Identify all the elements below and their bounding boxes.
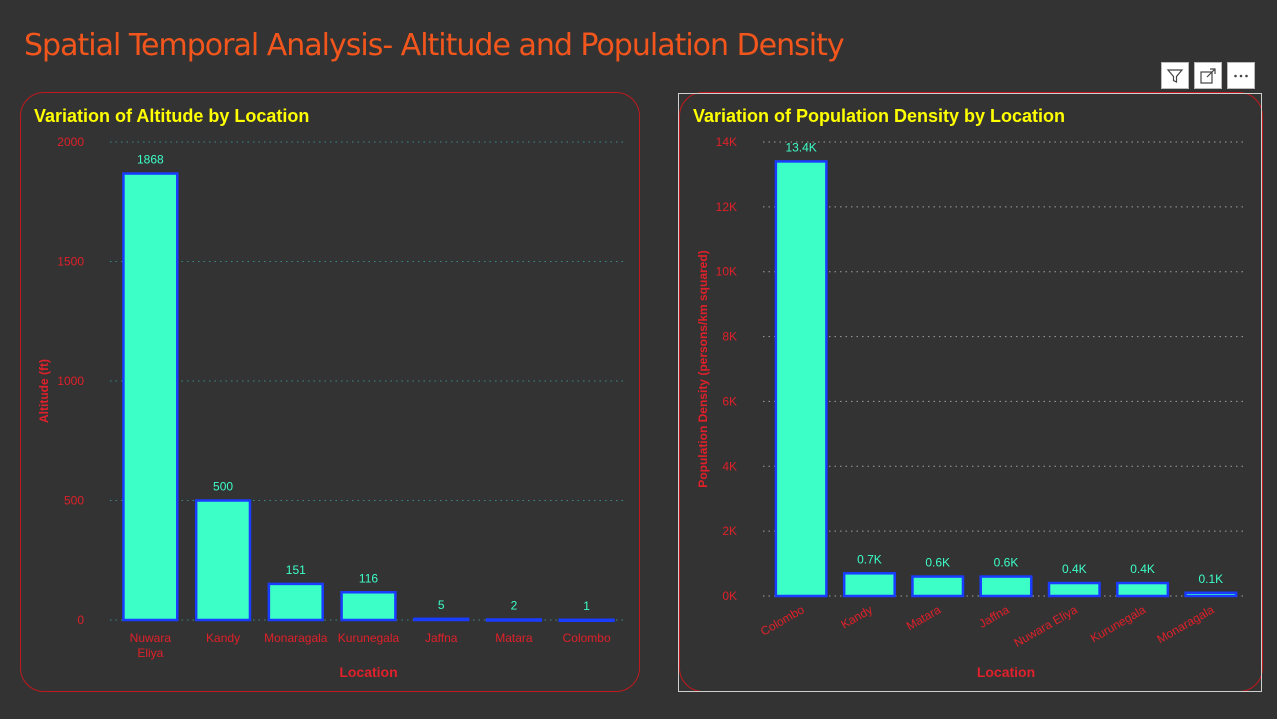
bar (485, 618, 543, 622)
data-label: 0.6K (925, 556, 950, 570)
y-axis-title: Altitude (ft) (37, 359, 51, 423)
altitude-chart-title: Variation of Altitude by Location (34, 106, 310, 126)
y-tick-label: 4K (722, 459, 737, 473)
x-tick-label: Matara (904, 602, 944, 633)
bar (267, 582, 324, 622)
x-tick-label: Colombo (758, 602, 807, 638)
data-label: 2 (511, 599, 518, 613)
y-tick-label: 10K (716, 265, 737, 279)
y-tick-label: 6K (722, 394, 737, 408)
filter-button[interactable] (1161, 62, 1189, 89)
more-options-icon (1234, 74, 1248, 77)
more-options-button[interactable] (1227, 62, 1255, 89)
data-label: 5 (438, 598, 445, 612)
altitude-bar-chart: 0 500 1000 1500 2000 1868 Nuwara Eliya 500 Kandy 1… (37, 135, 623, 680)
y-tick-label: 12K (716, 200, 737, 214)
y-tick-label: 1000 (57, 374, 84, 388)
data-label: 0.4K (1130, 562, 1155, 576)
data-label: 151 (286, 563, 306, 577)
y-tick-label: 0 (77, 613, 84, 627)
population-density-bar-chart: 0K 2K 4K 6K 8K 10K 12K 14K 13.4K Colombo 0.7K Kandy… (696, 135, 1245, 680)
data-label: 0.4K (1062, 562, 1087, 576)
bar (1184, 591, 1238, 598)
data-label: 0.1K (1199, 572, 1224, 586)
y-axis-title: Population Density (persons/km squared) (696, 250, 710, 487)
bar (911, 575, 965, 598)
visual-header-toolbar (1161, 62, 1255, 89)
bar (558, 618, 615, 623)
bar (842, 572, 896, 598)
x-tick-label: Monaragala (264, 631, 328, 645)
filter-icon (1166, 68, 1184, 83)
bar (413, 617, 470, 622)
bar (1047, 581, 1101, 598)
x-tick-label: Nuwara Eliya (130, 631, 172, 660)
y-tick-label: 14K (716, 135, 737, 149)
population-density-chart-card[interactable]: Variation of Population Density by Locat… (679, 92, 1263, 692)
x-axis-title: Location (339, 664, 397, 680)
data-label: 500 (213, 480, 233, 494)
x-tick-label: Kurunegala (338, 631, 400, 645)
page-title: Spatial Temporal Analysis- Altitude and … (24, 28, 845, 63)
altitude-chart-card[interactable]: Variation of Altitude by Location 0 500 10… (20, 92, 640, 692)
data-label: 1 (583, 599, 590, 613)
y-tick-label: 2K (722, 524, 737, 538)
x-tick-label: Monaragala (1154, 602, 1216, 646)
data-label: 13.4K (785, 140, 816, 154)
x-tick-label: Colombo (563, 631, 611, 645)
data-label: 116 (359, 571, 378, 585)
population-density-chart-title: Variation of Population Density by Locat… (693, 106, 1066, 126)
x-tick-label: Nuwara Eliya (1012, 602, 1081, 650)
data-label: 0.7K (857, 552, 882, 566)
data-label: 0.6K (994, 556, 1019, 570)
x-tick-label: Kandy (206, 631, 240, 645)
bar (979, 575, 1033, 598)
x-axis-title: Location (977, 664, 1035, 680)
focus-mode-button[interactable] (1194, 62, 1222, 89)
y-tick-label: 8K (722, 330, 737, 344)
bar (340, 591, 397, 622)
x-tick-label: Kandy (838, 602, 874, 631)
focus-mode-icon (1200, 67, 1216, 84)
x-tick-label: Jaffna (976, 602, 1011, 631)
y-tick-label: 1500 (57, 255, 84, 269)
y-tick-label: 2000 (57, 135, 84, 149)
x-tick-label: Jaffna (425, 631, 458, 645)
y-tick-label: 500 (64, 494, 84, 508)
bar (122, 172, 179, 622)
bar (194, 499, 252, 622)
data-label: 1868 (137, 153, 164, 167)
x-tick-label: Matara (495, 631, 533, 645)
bar (1116, 581, 1170, 598)
y-tick-label: 0K (722, 589, 737, 603)
bar (774, 160, 828, 598)
x-tick-label: Kurunegala (1088, 602, 1148, 645)
